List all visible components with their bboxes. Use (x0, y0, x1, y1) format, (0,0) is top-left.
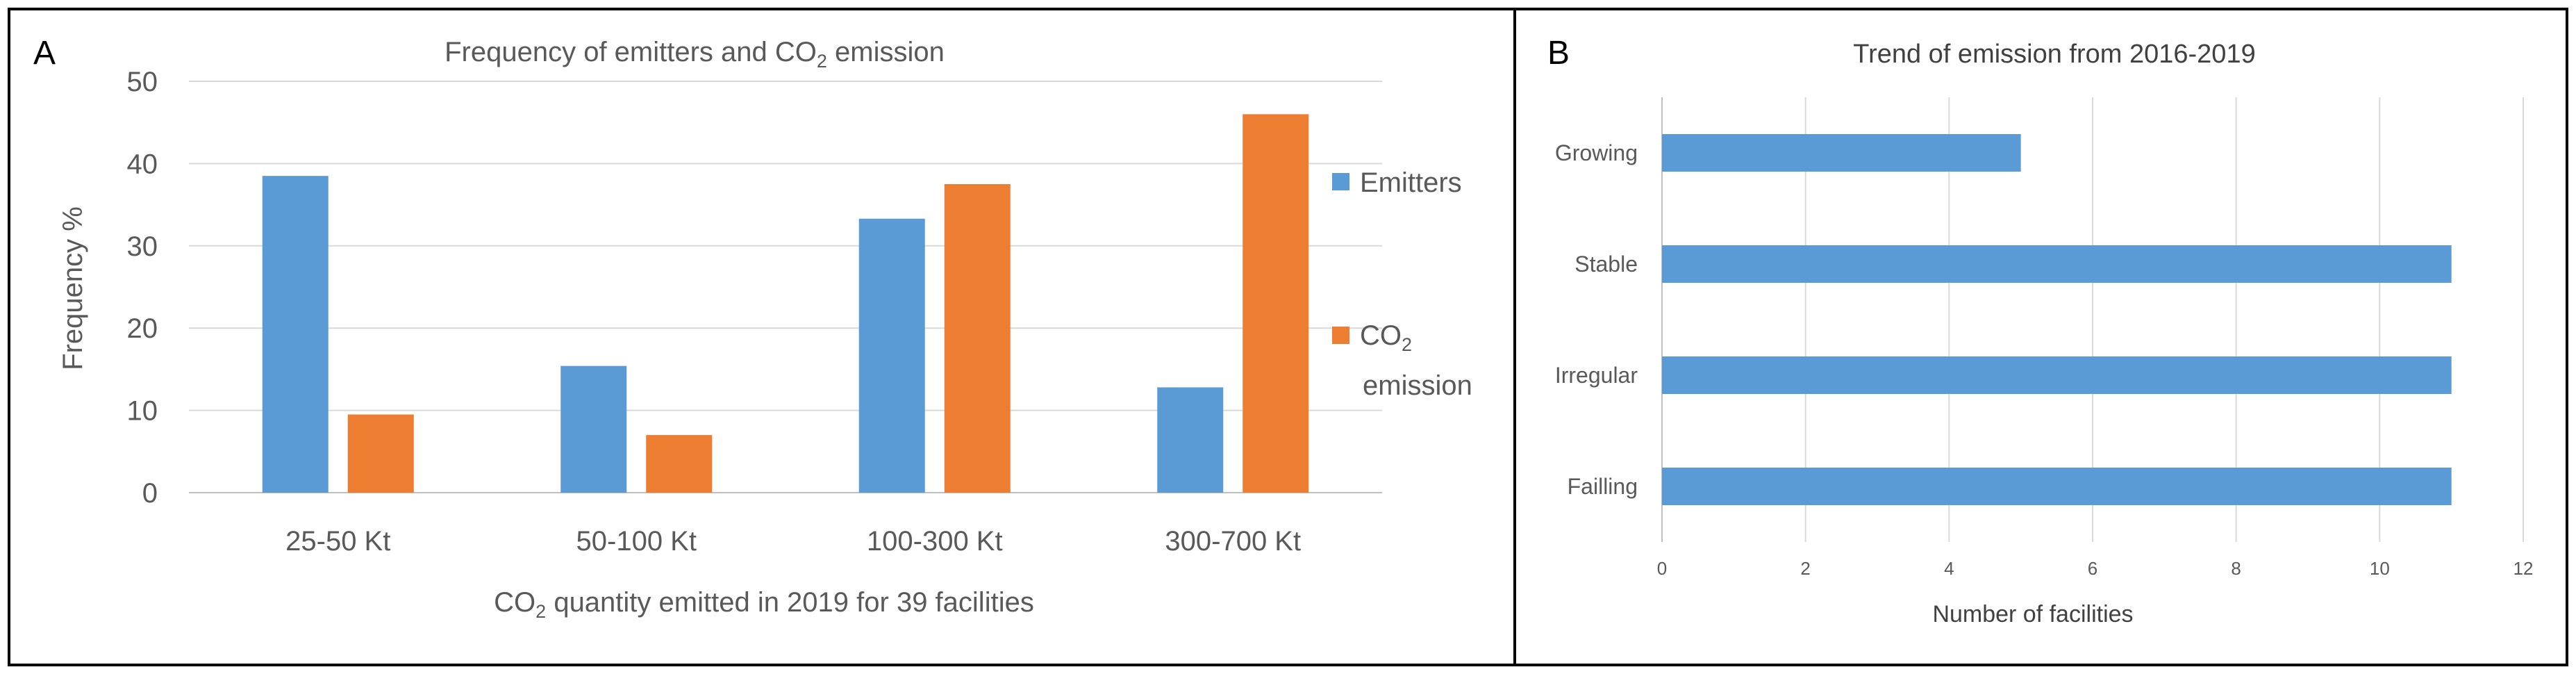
bar-facilities (1662, 245, 2452, 283)
panel-a-x-axis-label: CO2 quantity emitted in 2019 for 39 faci… (494, 587, 1034, 622)
panel-a-x-tick-label: 300-700 Kt (1165, 526, 1301, 557)
panel-b-x-tick-label: 6 (2088, 558, 2097, 579)
panel-b-x-tick-label: 4 (1944, 558, 1954, 579)
panel-a-x-tick-label: 100-300 Kt (867, 526, 1003, 557)
panel-b: B Trend of emission from 2016-2019 0 2 4 6 8… (1513, 8, 2568, 666)
bar-co2-emission (347, 414, 414, 493)
panel-b-x-tick-label: 0 (1657, 558, 1667, 579)
panel-a-y-tick-label: 30 (127, 231, 158, 262)
panel-a: A Frequency of emitters and CO2 emission… (8, 8, 1516, 666)
panel-a-x-axis-ticks: 25-50 Kt 50-100 Kt 100-300 Kt 300-700 Kt (285, 526, 1301, 557)
panel-a-y-tick-label: 40 (127, 149, 158, 179)
bar-co2-emission (646, 435, 713, 493)
legend-label-co2-line2: emission (1363, 370, 1472, 401)
bar-emitters (560, 365, 627, 493)
panel-b-border (1513, 8, 2568, 666)
bar-emitters (858, 218, 925, 493)
panel-a-letter: A (33, 35, 56, 72)
legend-label-co2: CO2 (1360, 320, 1412, 355)
panel-b-x-tick-label: 10 (2370, 558, 2390, 579)
panel-a-x-tick-label: 25-50 Kt (285, 526, 390, 557)
panel-b-x-axis-label: Number of facilities (1932, 601, 2133, 627)
panel-b-category-label: Irregular (1555, 363, 1638, 388)
panel-a-y-axis-ticks: 0 10 20 30 40 50 (127, 67, 158, 509)
bar-co2-emission (1243, 114, 1309, 493)
panel-a-bars (262, 114, 1309, 493)
panel-b-bars (1662, 134, 2452, 505)
panel-a-legend: Emitters CO2 emission (1332, 167, 1472, 401)
panel-b-x-tick-label: 8 (2231, 558, 2241, 579)
panel-b-x-axis-ticks: 0 2 4 6 8 10 12 (1657, 558, 2534, 579)
panel-a-title: Frequency of emitters and CO2 emission (444, 37, 945, 72)
bar-facilities (1662, 468, 2452, 505)
legend-swatch-emitters (1332, 173, 1349, 190)
panel-b-x-tick-label: 12 (2513, 558, 2534, 579)
bar-emitters (262, 176, 329, 493)
panel-a-y-tick-label: 20 (127, 313, 158, 344)
panel-b-category-label: Growing (1555, 140, 1638, 165)
panel-a-x-tick-label: 50-100 Kt (576, 526, 697, 557)
panel-b-letter: B (1547, 35, 1570, 72)
panel-a-y-tick-label: 50 (127, 67, 158, 97)
panel-b-category-labels: Growing Stable Irregular Failling (1555, 140, 1638, 499)
panel-b-title: Trend of emission from 2016-2019 (1853, 40, 2255, 69)
panel-a-y-tick-label: 10 (127, 396, 158, 427)
panel-a-y-axis-label: Frequency % (58, 206, 88, 370)
panel-a-gridlines (189, 81, 1382, 493)
panel-b-category-label: Failling (1568, 474, 1638, 499)
legend-swatch-co2 (1332, 327, 1349, 344)
legend-label-emitters: Emitters (1360, 167, 1462, 198)
panel-b-x-tick-label: 2 (1800, 558, 1810, 579)
bar-co2-emission (944, 184, 1011, 493)
bar-facilities (1662, 134, 2021, 172)
panel-a-y-tick-label: 0 (142, 478, 158, 509)
bar-emitters (1157, 387, 1224, 493)
panel-b-category-label: Stable (1574, 252, 1638, 277)
bar-facilities (1662, 356, 2452, 394)
